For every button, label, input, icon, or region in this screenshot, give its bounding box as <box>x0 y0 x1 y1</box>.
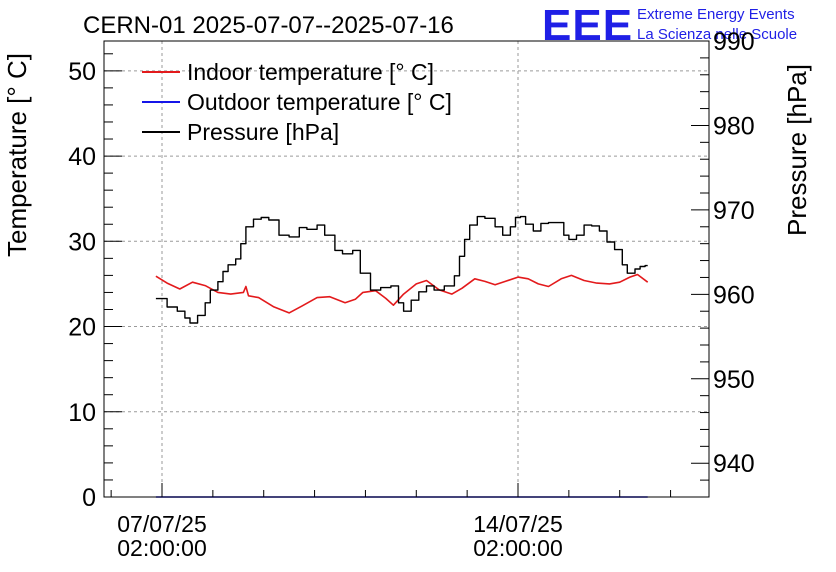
x-tick-label-date: 14/07/25 <box>473 511 563 537</box>
x-tick-label-time: 02:00:00 <box>473 535 563 561</box>
y-tick-label: 0 <box>82 484 96 512</box>
y2-tick-label: 990 <box>713 28 755 56</box>
legend: Indoor temperature [° C] Outdoor temperat… <box>142 59 452 145</box>
series-lines <box>155 215 649 498</box>
axes: 0102030405094095096097098099007/07/2502:… <box>68 28 755 561</box>
y-axis-label-right: Pressure [hPa] <box>782 64 812 236</box>
y-tick-label: 30 <box>68 228 96 256</box>
legend-label-1: Outdoor temperature [° C] <box>187 89 452 115</box>
y2-tick-label: 960 <box>713 281 755 309</box>
y-tick-label: 40 <box>68 143 96 171</box>
y2-tick-label: 950 <box>713 366 755 394</box>
y2-tick-label: 970 <box>713 197 755 225</box>
y-axis-label-left: Temperature [° C] <box>2 53 32 257</box>
y-tick-label: 20 <box>68 314 96 342</box>
y-tick-label: 10 <box>68 399 96 427</box>
grid-lines <box>104 41 709 497</box>
x-tick-label-time: 02:00:00 <box>117 535 207 561</box>
series-line-0 <box>155 273 649 314</box>
eee-logo-line2: La Scienza nelle Scuole <box>637 26 797 43</box>
legend-label-2: Pressure [hPa] <box>187 119 339 145</box>
eee-logo-mark: EEE <box>542 1 633 50</box>
series-line-2 <box>155 215 648 324</box>
x-tick-label-date: 07/07/25 <box>117 511 207 537</box>
legend-label-0: Indoor temperature [° C] <box>187 59 434 85</box>
eee-logo-line1: Extreme Energy Events <box>637 6 795 23</box>
y2-tick-label: 940 <box>713 450 755 478</box>
eee-logo: EEE Extreme Energy Events La Scienza nel… <box>542 1 797 50</box>
y2-tick-label: 980 <box>713 112 755 140</box>
plot-frame <box>103 40 710 498</box>
y-tick-label: 50 <box>68 58 96 86</box>
chart-title: CERN-01 2025-07-07--2025-07-16 <box>83 12 454 39</box>
